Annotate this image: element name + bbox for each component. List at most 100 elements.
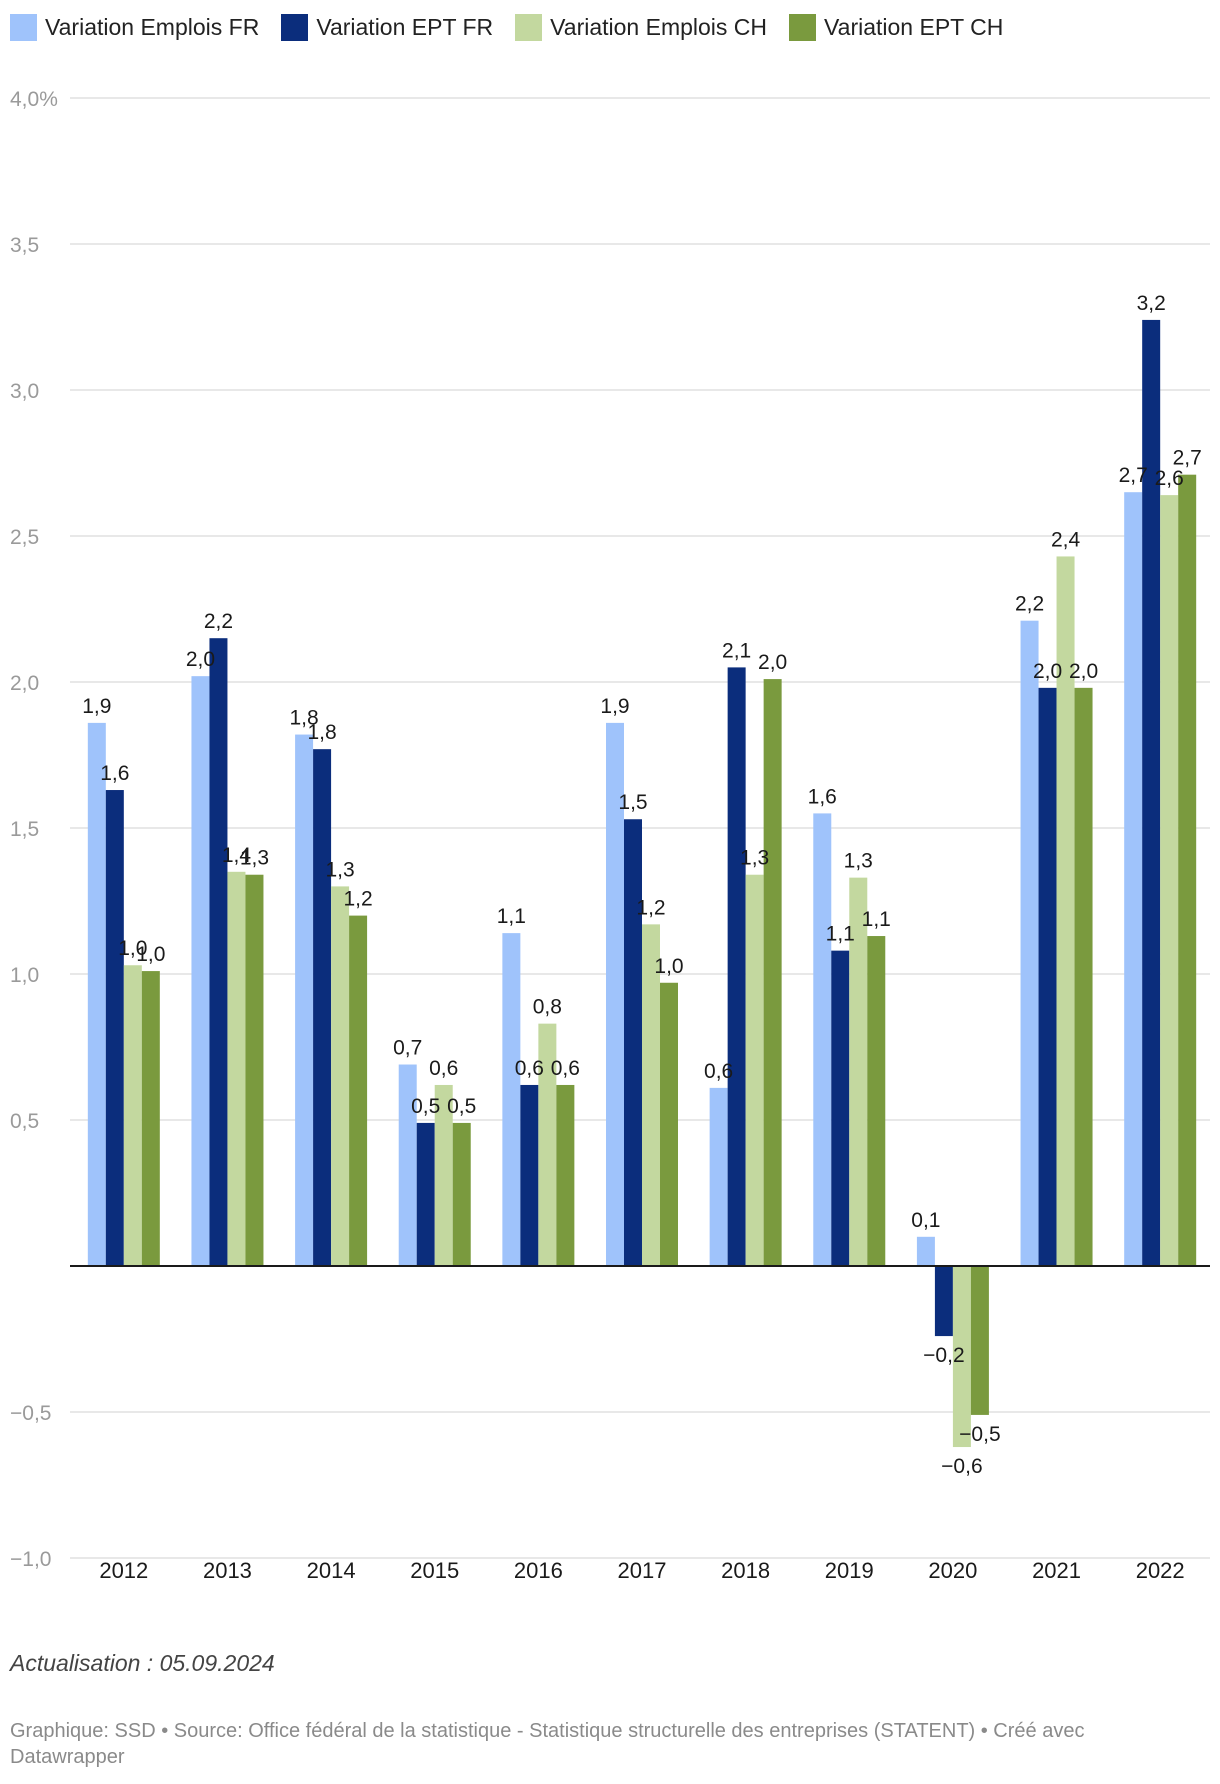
data-label: 0,7 — [393, 1037, 422, 1060]
bar — [606, 722, 624, 1266]
legend-label-emplois-ch: Variation Emplois CH — [550, 13, 768, 40]
data-label: 1,3 — [325, 858, 354, 881]
y-tick-label: 0,5 — [10, 1110, 39, 1133]
y-tick-label: −0,5 — [10, 1402, 51, 1425]
bar — [556, 1084, 575, 1266]
data-label: 2,6 — [1155, 467, 1184, 490]
bar — [727, 667, 746, 1266]
legend-swatch-ept-ch — [789, 13, 817, 41]
bar — [916, 1236, 935, 1266]
bar — [87, 722, 106, 1266]
y-tick-label: 3,0 — [10, 380, 39, 403]
data-label: 1,1 — [497, 905, 526, 928]
bar — [191, 676, 210, 1266]
data-label: 2,1 — [722, 639, 751, 662]
data-label: 2,7 — [1119, 464, 1148, 487]
data-label: 0,6 — [429, 1057, 458, 1080]
data-label: 2,0 — [1033, 660, 1062, 683]
data-label: 2,0 — [758, 651, 787, 674]
update-note: Actualisation : 05.09.2024 — [10, 1650, 275, 1676]
data-label: −0,2 — [923, 1344, 964, 1367]
data-label: 0,5 — [447, 1095, 476, 1118]
bar — [1160, 495, 1179, 1266]
bar — [452, 1122, 471, 1266]
legend-swatch-emplois-fr — [10, 13, 37, 41]
x-tick-label: 2019 — [825, 1558, 874, 1583]
data-label: 1,1 — [862, 908, 891, 931]
bar — [1056, 556, 1075, 1266]
bar — [349, 915, 368, 1266]
y-tick-label: 4,0% — [10, 88, 58, 111]
bar — [709, 1087, 728, 1266]
legend-swatch-ept-fr — [281, 13, 309, 41]
x-tick-label: 2020 — [928, 1558, 977, 1583]
data-label: 1,2 — [636, 896, 665, 919]
bar — [1124, 492, 1143, 1266]
bar — [745, 874, 764, 1266]
data-label: 0,1 — [911, 1209, 940, 1232]
legend-item-ept-fr: Variation EPT FR — [281, 13, 493, 41]
chart-legend: Variation Emplois FR Variation EPT FR Va… — [10, 12, 1025, 42]
bar — [1074, 687, 1093, 1266]
x-tick-label: 2015 — [410, 1558, 459, 1583]
data-label: 1,4 — [222, 844, 252, 867]
data-label: 1,2 — [343, 888, 372, 911]
bar — [831, 950, 850, 1266]
data-label: 2,2 — [1015, 593, 1044, 616]
x-tick-label: 2012 — [99, 1558, 148, 1583]
data-label: 0,6 — [704, 1060, 733, 1083]
data-label: 2,7 — [1173, 447, 1202, 470]
bar — [105, 790, 124, 1266]
bar — [295, 734, 314, 1266]
data-label: 0,8 — [533, 996, 562, 1019]
bar — [520, 1084, 539, 1266]
y-tick-label: 1,0 — [10, 964, 39, 987]
x-tick-label: 2022 — [1136, 1558, 1185, 1583]
data-label: 0,6 — [551, 1057, 580, 1080]
y-tick-label: 3,5 — [10, 234, 39, 257]
bar — [434, 1084, 453, 1266]
bar — [970, 1266, 989, 1415]
bar — [660, 982, 678, 1266]
bar — [1038, 687, 1057, 1266]
bar — [416, 1122, 435, 1266]
bar — [313, 749, 332, 1266]
data-label: 1,9 — [600, 695, 629, 718]
data-label: 1,3 — [240, 847, 269, 870]
bar — [1142, 319, 1161, 1266]
data-label: 1,0 — [654, 955, 683, 978]
data-label: −0,6 — [941, 1455, 982, 1478]
bar — [538, 1023, 557, 1266]
bar — [227, 871, 246, 1266]
legend-item-emplois-fr: Variation Emplois FR — [10, 13, 259, 41]
bar-chart: 4,0% 3,5 3,0 2,5 2,0 1,5 1,0 0,5 −0,5 −1,0 1,9 1,6… — [10, 88, 1210, 1583]
data-label: 1,8 — [307, 721, 336, 744]
bar — [624, 819, 642, 1266]
bar — [502, 933, 521, 1266]
bar — [209, 638, 228, 1266]
bar — [1178, 474, 1197, 1266]
data-label: 2,2 — [204, 610, 233, 633]
bar — [763, 679, 782, 1266]
bar — [141, 971, 160, 1266]
bars-layer — [87, 319, 1197, 1448]
bar — [1020, 620, 1039, 1266]
y-tick-label: 2,0 — [10, 672, 39, 695]
data-label: 2,4 — [1051, 528, 1081, 551]
data-label: 2,0 — [186, 648, 215, 671]
x-tick-label: 2016 — [514, 1558, 563, 1583]
bar — [867, 936, 886, 1266]
x-tick-label: 2018 — [721, 1558, 770, 1583]
data-label: 1,5 — [618, 791, 647, 814]
data-label: 1,1 — [826, 923, 855, 946]
x-tick-label: 2014 — [307, 1558, 356, 1583]
legend-label-ept-ch: Variation EPT CH — [824, 13, 1004, 40]
data-label: 1,3 — [740, 847, 769, 870]
data-label: 1,8 — [289, 707, 318, 730]
labels-layer: 1,91,61,01,02,02,21,41,31,81,81,31,20,70… — [82, 292, 1202, 1478]
data-label: −0,5 — [959, 1423, 1000, 1446]
data-label: 1,3 — [844, 850, 873, 873]
data-label: 1,6 — [808, 785, 837, 808]
legend-item-emplois-ch: Variation Emplois CH — [515, 13, 768, 41]
bar — [934, 1266, 953, 1337]
